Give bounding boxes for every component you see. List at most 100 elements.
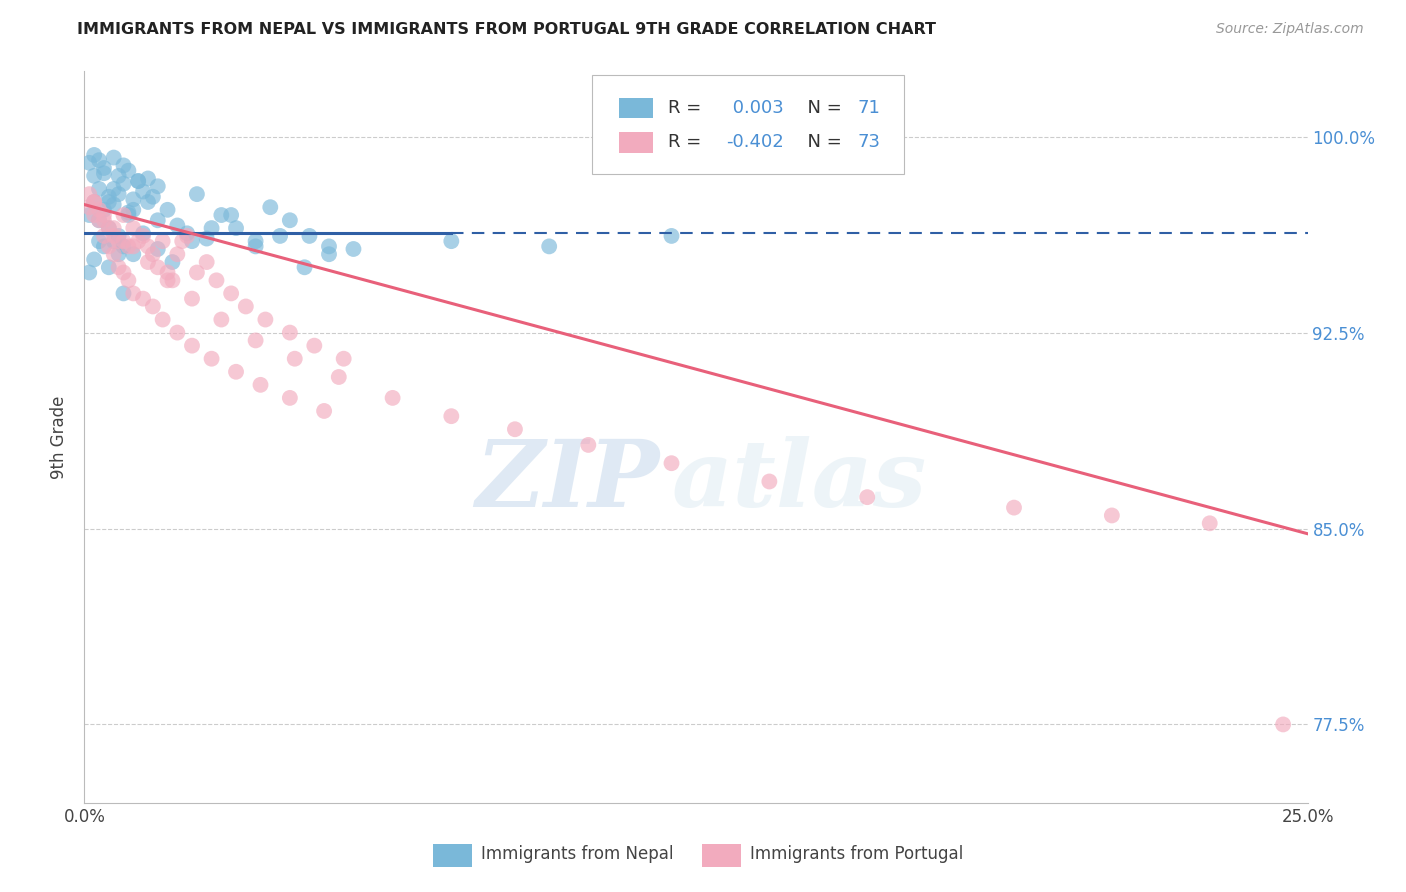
Point — [328, 370, 350, 384]
FancyBboxPatch shape — [433, 844, 472, 867]
Point — [93, 213, 115, 227]
Point — [93, 239, 115, 253]
Point — [93, 228, 115, 243]
Point — [298, 228, 321, 243]
Point — [127, 174, 149, 188]
Point — [112, 158, 135, 172]
Point — [107, 187, 129, 202]
Point — [122, 202, 145, 217]
Text: Immigrants from Portugal: Immigrants from Portugal — [749, 845, 963, 863]
Point — [142, 300, 165, 314]
Text: 71: 71 — [858, 99, 880, 117]
Point — [1272, 717, 1295, 731]
Point — [332, 351, 354, 366]
Point — [132, 185, 155, 199]
Point — [318, 239, 340, 253]
Point — [259, 200, 281, 214]
Point — [132, 292, 155, 306]
Point — [87, 182, 110, 196]
FancyBboxPatch shape — [702, 844, 741, 867]
Point — [1002, 500, 1025, 515]
Point — [209, 312, 232, 326]
Point — [97, 190, 120, 204]
Text: Immigrants from Nepal: Immigrants from Nepal — [481, 845, 673, 863]
Point — [97, 260, 120, 275]
Point — [205, 273, 228, 287]
Point — [219, 208, 242, 222]
Point — [166, 326, 188, 340]
Point — [156, 273, 179, 287]
Point — [97, 239, 120, 253]
Point — [112, 234, 135, 248]
Point — [269, 228, 291, 243]
Point — [176, 228, 198, 243]
Point — [181, 338, 204, 352]
Point — [200, 221, 222, 235]
Point — [176, 227, 198, 241]
Point — [172, 234, 194, 248]
Point — [83, 194, 105, 209]
Point — [245, 334, 267, 348]
Point — [122, 286, 145, 301]
Text: atlas: atlas — [672, 436, 927, 526]
Point — [83, 194, 105, 209]
Point — [342, 242, 364, 256]
Point — [103, 221, 125, 235]
Point — [162, 255, 184, 269]
Point — [107, 247, 129, 261]
Point — [103, 247, 125, 261]
Point — [83, 169, 105, 183]
Text: 0.003: 0.003 — [727, 99, 783, 117]
Point — [77, 187, 100, 202]
Point — [122, 221, 145, 235]
Point — [146, 179, 169, 194]
Point — [112, 239, 135, 253]
Point — [278, 391, 301, 405]
Point — [195, 231, 218, 245]
Point — [209, 208, 232, 222]
Point — [576, 438, 599, 452]
Point — [245, 239, 267, 253]
Point — [225, 221, 247, 235]
Point — [1101, 508, 1123, 523]
Point — [152, 312, 174, 326]
Point — [112, 177, 135, 191]
Point — [136, 194, 159, 209]
Point — [503, 422, 526, 436]
Text: N =: N = — [796, 99, 848, 117]
Point — [381, 391, 404, 405]
Text: IMMIGRANTS FROM NEPAL VS IMMIGRANTS FROM PORTUGAL 9TH GRADE CORRELATION CHART: IMMIGRANTS FROM NEPAL VS IMMIGRANTS FROM… — [77, 22, 936, 37]
Point — [152, 234, 174, 248]
Point — [440, 409, 463, 424]
Point — [146, 213, 169, 227]
Text: N =: N = — [796, 133, 848, 152]
Point — [112, 208, 135, 222]
Point — [318, 247, 340, 261]
Point — [77, 208, 100, 222]
Point — [132, 228, 155, 243]
Point — [235, 300, 257, 314]
Point — [278, 326, 301, 340]
Point — [162, 273, 184, 287]
Point — [87, 202, 110, 217]
Point — [83, 252, 105, 267]
Point — [103, 182, 125, 196]
Point — [440, 234, 463, 248]
Point — [156, 202, 179, 217]
Point — [136, 171, 159, 186]
Point — [156, 265, 179, 279]
Point — [181, 234, 204, 248]
Point — [294, 260, 316, 275]
Point — [166, 247, 188, 261]
Point — [117, 208, 139, 222]
Point — [87, 153, 110, 168]
Text: ZIP: ZIP — [475, 436, 659, 526]
Point — [93, 202, 115, 217]
Point — [97, 194, 120, 209]
Point — [117, 205, 139, 219]
Text: R =: R = — [668, 133, 707, 152]
Point — [661, 228, 683, 243]
Text: Source: ZipAtlas.com: Source: ZipAtlas.com — [1216, 22, 1364, 37]
Point — [107, 234, 129, 248]
Point — [127, 234, 149, 248]
